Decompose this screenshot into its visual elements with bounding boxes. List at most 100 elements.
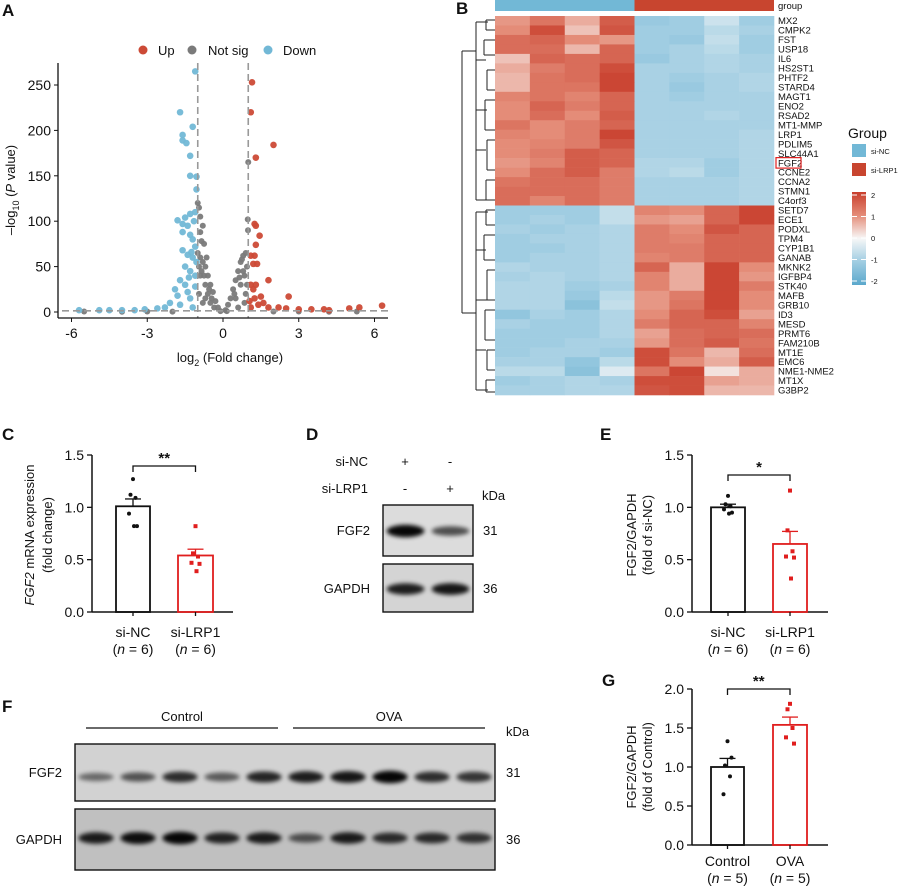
heatmap-cell	[704, 110, 740, 121]
point-down	[189, 254, 196, 261]
band-label-gapdh: GAPDH	[324, 581, 370, 596]
colorbar-tick-label: -1	[871, 256, 878, 265]
heatmap-cell	[704, 82, 740, 93]
heatmap-cell	[599, 214, 635, 225]
gene-label: MAFB	[778, 291, 804, 302]
y-tick-label: 1.5	[65, 447, 85, 463]
point-down	[186, 267, 194, 275]
protein-band	[288, 771, 324, 783]
heatmap-cell	[599, 34, 635, 45]
heatmap-cell	[599, 338, 635, 348]
point-notsig	[201, 240, 208, 247]
heatmap-cell	[739, 34, 775, 45]
heatmap-cell	[529, 63, 566, 74]
heatmap-cell	[669, 72, 705, 83]
protein-band	[414, 832, 450, 844]
protein-band	[246, 771, 282, 783]
point-down	[176, 301, 184, 309]
legend-swatch-si-nc	[852, 144, 866, 157]
gene-label: MT1X	[778, 376, 804, 387]
point-notsig	[194, 200, 201, 207]
heatmap-cell	[634, 196, 670, 206]
heatmap-cell	[564, 281, 600, 292]
point-up	[356, 304, 363, 311]
data-point	[728, 774, 732, 779]
group-label-ova: OVA	[376, 709, 403, 724]
heatmap-cell	[739, 91, 775, 102]
heatmap-cell	[739, 290, 775, 301]
protein-band	[431, 526, 470, 536]
point-notsig	[230, 286, 237, 293]
heatmap-cell	[704, 101, 740, 112]
heatmap-cell	[669, 347, 705, 358]
point-down	[186, 172, 194, 180]
point-down	[193, 258, 200, 266]
point-notsig	[231, 290, 238, 297]
heatmap-cell	[669, 196, 705, 206]
panel-label-a: A	[2, 1, 14, 20]
sign-si-nc-lane1: +	[401, 454, 409, 469]
protein-band	[288, 833, 324, 843]
heatmap-cell	[669, 357, 705, 367]
heatmap-cell	[704, 366, 740, 377]
band-label-fgf2: FGF2	[29, 765, 62, 780]
heatmap-cell	[634, 101, 670, 112]
point-up	[260, 299, 267, 307]
point-down	[181, 214, 189, 221]
legend-marker-up	[138, 45, 148, 55]
heatmap-cell	[495, 129, 531, 140]
heatmap-cell	[739, 167, 775, 178]
heatmap-cell	[669, 290, 705, 301]
heatmap: group MX2CMPK2FSTUSP18IL6HS2ST1PHTF2STAR…	[461, 0, 898, 397]
heatmap-cell	[495, 214, 531, 225]
heatmap-cell	[495, 271, 531, 282]
heatmap-cell	[739, 101, 775, 112]
heatmap-cell	[669, 243, 705, 254]
heatmap-cell	[495, 139, 531, 149]
significance-label: **	[753, 673, 765, 690]
heatmap-cell	[599, 158, 635, 168]
heatmap-cell	[599, 63, 635, 74]
point-down	[183, 139, 190, 147]
heatmap-cell	[704, 376, 740, 386]
heatmap-cell	[704, 186, 740, 197]
heatmap-cell	[704, 129, 740, 140]
heatmap-cell	[564, 319, 600, 329]
data-point	[728, 504, 733, 509]
sample-size-label: (n = 6)	[708, 641, 749, 657]
point-down	[171, 286, 179, 293]
heatmap-cell	[599, 53, 635, 64]
data-point	[135, 524, 139, 529]
legend-label-notsig: Not sig	[208, 43, 248, 58]
heatmap-cell	[495, 262, 531, 273]
colorbar-tick-label: 2	[871, 191, 875, 200]
point-down	[179, 246, 186, 254]
gene-label: CYP1B1	[778, 244, 814, 255]
point-down	[179, 228, 186, 236]
heatmap-cell	[529, 91, 566, 102]
volcano-y-label: –log10 (P value)	[3, 145, 21, 235]
sample-size-label: (n = 5)	[707, 870, 748, 886]
heatmap-cell	[634, 91, 670, 102]
heatmap-cell	[634, 233, 670, 244]
panel-label-g: G	[602, 671, 615, 690]
heatmap-cell	[495, 281, 531, 292]
heatmap-cell	[704, 385, 740, 396]
heatmap-cell	[704, 158, 740, 168]
heatmap-cell	[599, 139, 635, 149]
gene-label: MKNK2	[778, 262, 811, 273]
sample-size-label: (n = 6)	[113, 641, 154, 657]
heatmap-cell	[529, 328, 566, 339]
heatmap-cell	[564, 63, 600, 74]
legend-label-si-lrp1: si-LRP1	[871, 166, 898, 175]
c-y-label-line1: FGF2 mRNA expression	[22, 465, 37, 606]
point-notsig	[238, 256, 245, 263]
heatmap-cell	[704, 16, 740, 26]
heatmap-cell	[739, 328, 775, 339]
heatmap-cell	[669, 25, 705, 36]
heatmap-cell	[739, 158, 775, 168]
significance-bracket	[726, 688, 791, 695]
heatmap-cell	[529, 139, 566, 149]
volcano-legend: Up Not sig Down	[138, 43, 316, 58]
point-notsig	[206, 286, 213, 293]
